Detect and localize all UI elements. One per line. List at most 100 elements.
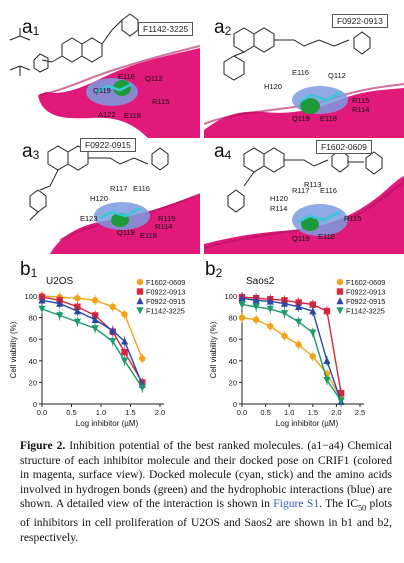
compound-id-a4: F1602-0609 bbox=[316, 140, 372, 154]
data-point bbox=[295, 341, 302, 348]
data-point bbox=[281, 332, 288, 340]
chart-title: Saos2 bbox=[246, 276, 275, 287]
data-point bbox=[295, 303, 303, 310]
residue-label: R114 bbox=[270, 204, 288, 213]
x-tick-label: 0.0 bbox=[237, 408, 247, 417]
data-point bbox=[238, 294, 246, 302]
data-point bbox=[309, 307, 317, 315]
residue-label: E116 bbox=[118, 72, 135, 81]
data-point bbox=[136, 278, 144, 286]
residue-label: E116 bbox=[292, 68, 309, 77]
residue-label: Q119 bbox=[117, 228, 135, 237]
legend-entry: F1142-3225 bbox=[346, 307, 385, 316]
data-point bbox=[91, 315, 99, 323]
data-point bbox=[109, 303, 117, 310]
panel-label-b2: b2 bbox=[205, 259, 223, 280]
caption-text: plots of inhibitors in cell proliferatio… bbox=[20, 497, 393, 544]
residue-label: E118 bbox=[320, 114, 337, 123]
data-point bbox=[138, 384, 146, 392]
x-tick-label: 1.5 bbox=[125, 408, 135, 417]
x-tick-label: 1.0 bbox=[284, 408, 294, 417]
data-point bbox=[91, 325, 99, 333]
data-point bbox=[74, 294, 81, 302]
data-point bbox=[121, 357, 129, 365]
y-tick-label: 20 bbox=[229, 378, 237, 387]
residue-label: R117 bbox=[292, 186, 310, 195]
data-point bbox=[309, 301, 316, 308]
molecule-structure-a1 bbox=[9, 13, 200, 138]
caption-text: . The IC bbox=[319, 497, 359, 511]
data-point bbox=[109, 326, 117, 334]
y-axis-label: Cell viability (%) bbox=[209, 321, 218, 378]
data-point bbox=[323, 377, 331, 385]
figure-s1-link[interactable]: Figure S1 bbox=[273, 497, 320, 511]
series-line bbox=[241, 303, 342, 402]
y-tick-label: 100 bbox=[224, 292, 237, 301]
x-tick-label: 0.5 bbox=[260, 408, 270, 417]
x-axis-label: Log inhibitor (µM) bbox=[276, 419, 339, 428]
data-point bbox=[336, 307, 344, 315]
molecule-structure-a4 bbox=[204, 147, 404, 254]
y-tick-label: 40 bbox=[229, 357, 237, 366]
molecule-structure-a3 bbox=[29, 145, 200, 254]
data-point bbox=[73, 318, 81, 326]
data-point bbox=[295, 318, 303, 326]
legend-entry: F0922-0913 bbox=[146, 288, 185, 297]
data-point bbox=[309, 329, 317, 337]
legend-entry: F0922-0913 bbox=[346, 288, 385, 297]
residue-label: R115 bbox=[344, 214, 362, 223]
legend-entry: F0922-0915 bbox=[346, 297, 385, 306]
compound-id-a2: F0922-0913 bbox=[332, 14, 388, 28]
residue-label: R113 bbox=[304, 180, 322, 189]
chart-title: U2OS bbox=[46, 276, 74, 287]
data-point bbox=[121, 348, 128, 356]
panel-label-a2: a2 bbox=[214, 17, 232, 38]
residue-label: R115 bbox=[152, 97, 170, 106]
residue-label: R117 bbox=[110, 184, 128, 193]
x-tick-label: 1.0 bbox=[96, 408, 106, 417]
residue-label: R115 bbox=[352, 96, 370, 105]
residue-label: R114 bbox=[155, 222, 173, 231]
residue-label: R115 bbox=[158, 214, 176, 223]
y-tick-label: 80 bbox=[29, 314, 37, 323]
residue-label: H120 bbox=[90, 194, 108, 203]
data-point bbox=[252, 303, 260, 311]
data-point bbox=[38, 296, 46, 304]
residue-label: E118 bbox=[318, 232, 335, 241]
data-point bbox=[136, 307, 144, 315]
panel-a3: a3 F0922-0915 R117 E116 H120 E123 R115 R… bbox=[0, 136, 200, 254]
data-point bbox=[136, 288, 144, 295]
panel-label-a3: a3 bbox=[22, 141, 40, 162]
data-point bbox=[336, 297, 344, 305]
y-tick-label: 60 bbox=[229, 335, 237, 344]
data-point bbox=[323, 307, 331, 315]
data-point bbox=[337, 390, 345, 397]
data-point bbox=[267, 323, 274, 330]
x-tick-label: 2.5 bbox=[355, 408, 365, 417]
residue-label: E123 bbox=[80, 214, 98, 223]
series-line bbox=[241, 297, 342, 403]
y-tick-label: 100 bbox=[24, 292, 37, 301]
figure-caption: Figure 2. Inhibition potential of the be… bbox=[20, 439, 392, 545]
data-point bbox=[238, 301, 246, 309]
chart-b2: Saos2 0 20 40 60 80 100 0.0 0.5 1.0 1.5 2.0 2.5 Log i… bbox=[209, 276, 385, 428]
x-tick-label: 1.5 bbox=[308, 408, 318, 417]
residue-label: H120 bbox=[264, 82, 282, 91]
x-tick-label: 2.0 bbox=[331, 408, 341, 417]
data-point bbox=[139, 355, 146, 362]
y-tick-label: 0 bbox=[33, 400, 37, 409]
data-point bbox=[252, 296, 260, 304]
figure-label: Figure 2. bbox=[20, 439, 66, 452]
y-tick-label: 0 bbox=[233, 400, 237, 409]
data-point bbox=[266, 297, 274, 305]
data-point bbox=[238, 314, 246, 321]
data-point bbox=[136, 297, 144, 305]
x-tick-label: 2.0 bbox=[155, 408, 165, 417]
chart-b1: U2OS 0 20 40 60 80 100 0.0 0.5 1.0 1.5 2.0 Log inhib… bbox=[9, 276, 185, 428]
data-point bbox=[38, 305, 46, 313]
compound-id-a3: F0922-0915 bbox=[80, 138, 136, 152]
legend-entry: F1142-3225 bbox=[146, 307, 185, 316]
data-point bbox=[56, 299, 64, 307]
data-point bbox=[121, 311, 128, 318]
y-tick-label: 60 bbox=[29, 335, 37, 344]
